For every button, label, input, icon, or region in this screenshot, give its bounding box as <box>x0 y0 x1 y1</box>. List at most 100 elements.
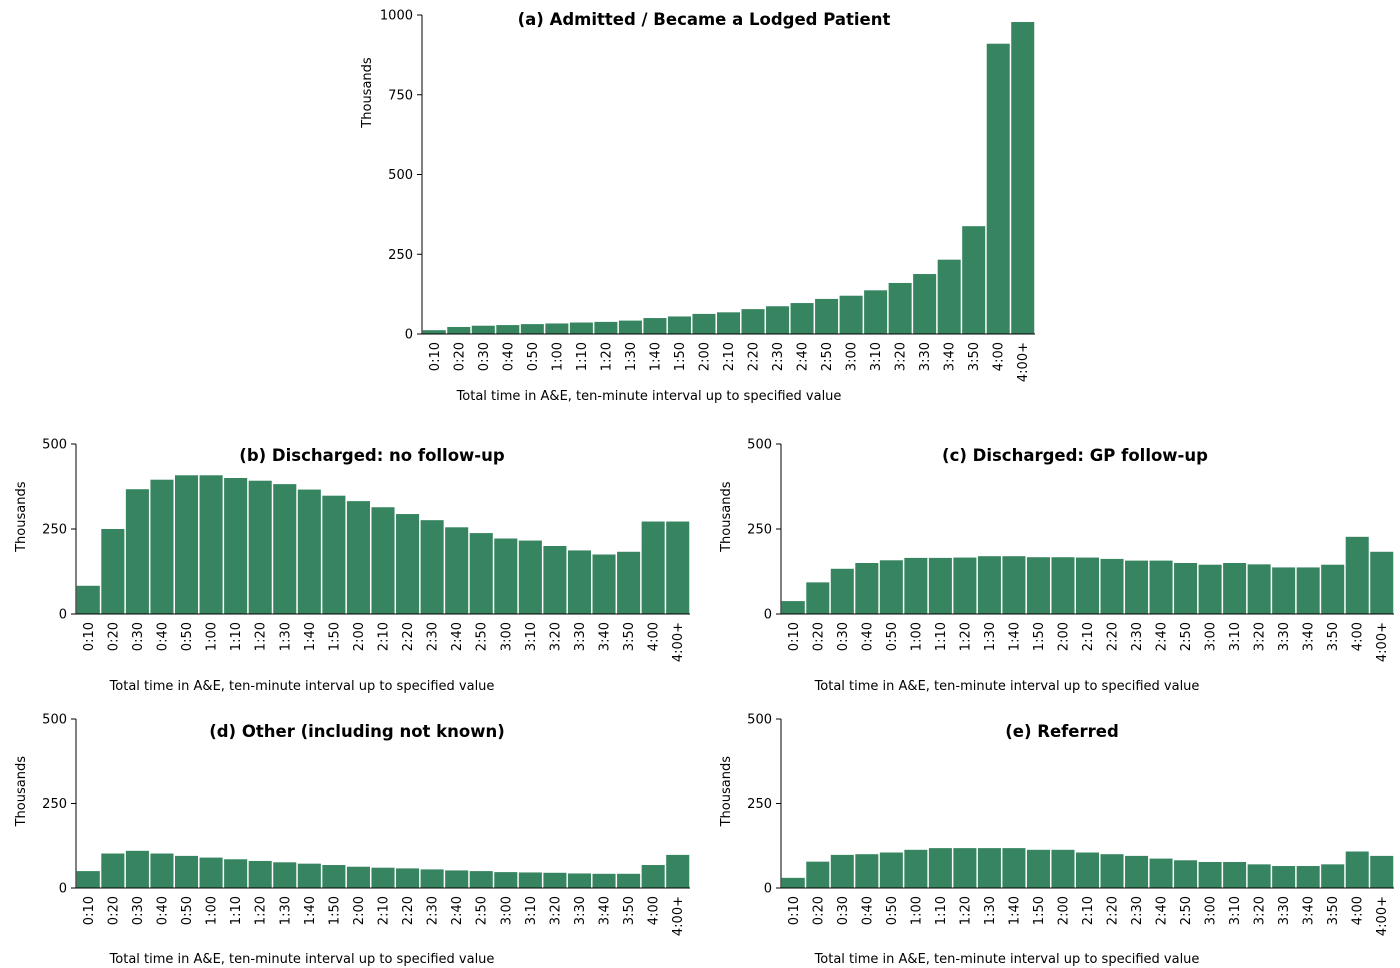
x-tick-label: 4:00+ <box>1016 342 1031 382</box>
y-tick-label: 500 <box>42 438 67 453</box>
bar-0:20 <box>101 529 124 614</box>
x-tick-label: 2:00 <box>1056 622 1071 651</box>
bar-4:00+ <box>666 522 689 614</box>
x-tick-label: 1:10 <box>934 622 949 651</box>
x-tick-label: 3:30 <box>918 342 933 371</box>
bar-0:10 <box>782 878 805 888</box>
bar-2:00 <box>347 867 370 888</box>
bar-3:20 <box>543 873 566 888</box>
x-tick-label: 2:10 <box>1081 896 1096 925</box>
x-tick-label: 2:30 <box>426 622 441 651</box>
bar-0:50 <box>521 324 544 334</box>
bar-2:30 <box>421 520 444 614</box>
bar-3:40 <box>938 260 961 334</box>
x-tick-label: 2:10 <box>1081 622 1096 651</box>
bar-0:50 <box>175 856 198 888</box>
x-tick-label: 3:20 <box>548 896 563 925</box>
y-tick-label: 0 <box>405 328 413 343</box>
bar-2:10 <box>371 868 394 888</box>
bar-1:30 <box>273 484 296 614</box>
bar-3:10 <box>1223 563 1246 614</box>
x-tick-label: 3:00 <box>1204 622 1219 651</box>
y-tick-label: 0 <box>764 882 772 897</box>
bar-0:10 <box>77 871 100 888</box>
x-tick-label: 3:10 <box>524 622 539 651</box>
bar-2:20 <box>742 309 765 334</box>
x-tick-label: 1:20 <box>254 896 269 925</box>
bar-2:50 <box>815 299 838 334</box>
bar-1:10 <box>929 558 952 614</box>
x-axis-label: Total time in A&E, ten-minute interval u… <box>109 679 495 694</box>
bar-2:30 <box>1125 856 1148 888</box>
x-tick-label: 0:20 <box>452 342 467 371</box>
bar-3:50 <box>617 552 640 614</box>
x-tick-label: 4:00 <box>1351 622 1366 651</box>
chart-panel-2: 0 250 500 0:10 0:20 0:30 0:40 0:50 1:00 1:10 1:20 1… <box>719 438 1394 695</box>
y-tick-label: 500 <box>388 168 413 183</box>
x-tick-label: 3:30 <box>1277 896 1292 925</box>
y-tick-label: 250 <box>42 523 67 538</box>
x-tick-label: 3:00 <box>499 622 514 651</box>
x-tick-label: 1:50 <box>673 342 688 371</box>
y-tick-label: 250 <box>388 248 413 263</box>
bar-2:50 <box>470 871 493 888</box>
bar-4:00 <box>1346 852 1369 889</box>
bar-0:40 <box>496 325 519 334</box>
bar-1:10 <box>224 478 247 614</box>
bar-4:00 <box>642 865 665 888</box>
x-tick-label: 4:00+ <box>671 896 686 936</box>
bar-3:30 <box>568 550 591 614</box>
bar-2:30 <box>1125 561 1148 614</box>
bar-2:40 <box>445 870 468 888</box>
x-tick-label: 1:40 <box>1007 622 1022 651</box>
x-tick-label: 2:10 <box>377 622 392 651</box>
bar-2:40 <box>791 303 814 334</box>
x-tick-label: 0:20 <box>106 622 121 651</box>
x-tick-label: 3:00 <box>499 896 514 925</box>
bar-0:10 <box>782 601 805 614</box>
bar-3:50 <box>1321 864 1344 888</box>
bar-2:10 <box>717 312 740 334</box>
y-tick-label: 500 <box>747 438 772 453</box>
bar-0:30 <box>126 489 149 614</box>
bar-1:50 <box>1027 557 1050 614</box>
y-tick-label: 250 <box>747 797 772 812</box>
bar-3:20 <box>1248 564 1271 614</box>
x-tick-label: 0:50 <box>885 896 900 925</box>
bar-1:20 <box>594 322 617 334</box>
y-axis-label: Thousands <box>719 756 734 828</box>
x-tick-label: 1:20 <box>958 896 973 925</box>
y-tick-label: 0 <box>764 608 772 623</box>
x-tick-label: 3:50 <box>622 622 637 651</box>
x-tick-label: 1:10 <box>934 896 949 925</box>
bar-2:00 <box>347 501 370 614</box>
x-tick-label: 1:30 <box>983 896 998 925</box>
x-tick-label: 0:50 <box>526 342 541 371</box>
bar-0:30 <box>831 569 854 614</box>
chart-panel-4: 0 250 500 0:10 0:20 0:30 0:40 0:50 1:00 1:10 1:20 1… <box>719 713 1394 968</box>
bar-1:20 <box>249 861 272 888</box>
x-tick-label: 4:00 <box>647 622 662 651</box>
x-tick-label: 3:30 <box>1277 622 1292 651</box>
bar-1:00 <box>200 858 223 888</box>
x-tick-label: 3:40 <box>1302 622 1317 651</box>
bar-3:50 <box>1321 565 1344 614</box>
x-axis-label: Total time in A&E, ten-minute interval u… <box>456 389 842 404</box>
x-tick-label: 3:40 <box>943 342 958 371</box>
bar-3:00 <box>1199 565 1222 614</box>
bar-2:00 <box>692 314 715 334</box>
x-tick-label: 0:30 <box>836 896 851 925</box>
x-tick-label: 2:00 <box>352 622 367 651</box>
bar-0:30 <box>831 855 854 888</box>
y-axis-label: Thousands <box>14 481 29 553</box>
y-axis-label: Thousands <box>14 756 29 828</box>
bar-0:10 <box>423 330 446 334</box>
bar-3:10 <box>864 290 887 334</box>
bar-1:40 <box>643 318 666 334</box>
bar-2:30 <box>766 306 789 334</box>
x-tick-label: 0:50 <box>180 896 195 925</box>
x-tick-label: 0:10 <box>787 622 802 651</box>
x-tick-label: 0:30 <box>131 622 146 651</box>
